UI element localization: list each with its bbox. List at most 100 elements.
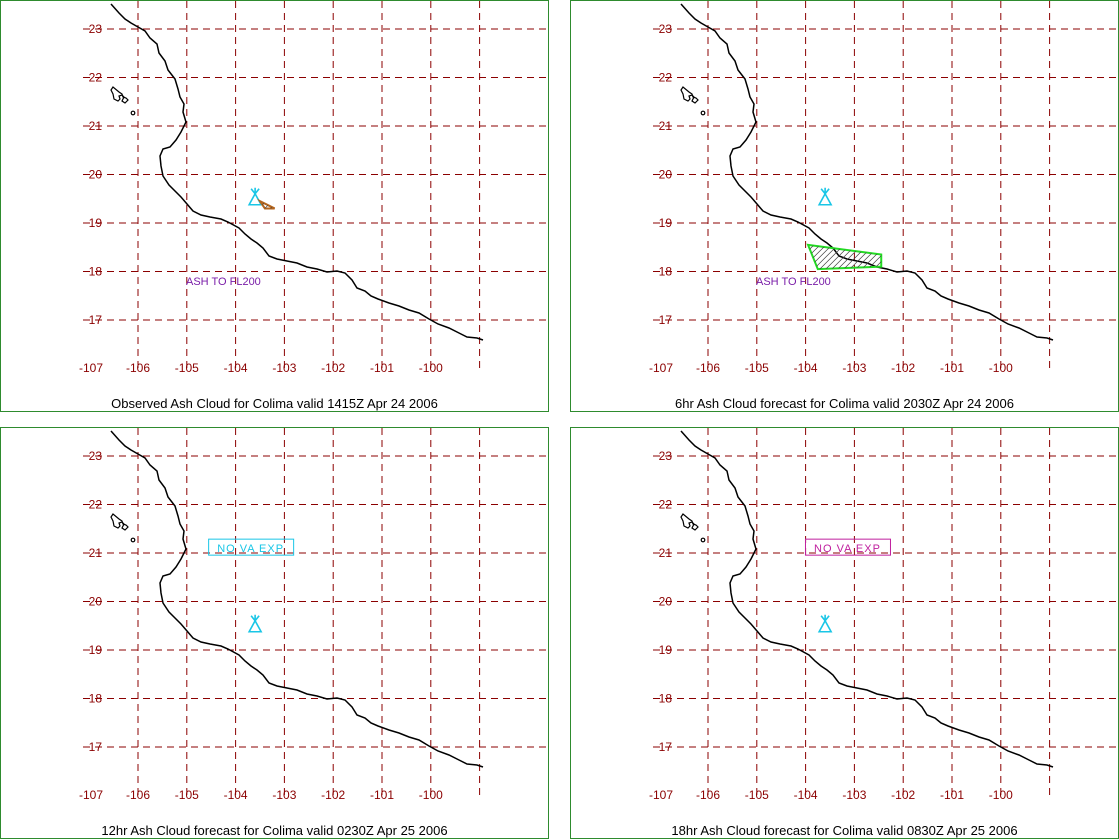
longitude-tick-label: -103 [842,361,866,375]
latitude-tick-label: 20 [89,168,103,182]
longitude-tick-label: -106 [696,788,720,802]
panel-caption: Observed Ash Cloud for Colima valid 1415… [111,396,438,411]
longitude-tick-label: -100 [989,361,1013,375]
latitude-tick-label: 22 [659,498,673,512]
panel-caption: 18hr Ash Cloud forecast for Colima valid… [671,823,1018,838]
no-va-label-box [208,538,295,556]
map-panel-18hr-forecast: 23 22 21 20 19 18 17 -107 -106 -105 -104 -103 -102 -1… [570,427,1119,839]
ash-height-label: ASH TO FL200 [186,276,261,288]
longitude-tick-label: -103 [272,361,296,375]
longitude-tick-label: -107 [79,361,103,375]
lat-lon-grid [653,428,1119,799]
latitude-tick-label: 20 [659,168,673,182]
longitude-tick-label: -105 [745,788,769,802]
no-va-label-box [804,538,891,556]
latitude-tick-label: 19 [89,216,103,230]
latitude-tick-label: 18 [659,692,673,706]
latitude-tick-label: 21 [89,119,103,133]
longitude-tick-label: -102 [321,361,345,375]
longitude-tick-label: -107 [79,788,103,802]
latitude-tick-label: 18 [659,265,673,279]
latitude-tick-label: 21 [659,546,673,560]
latitude-tick-label: 17 [89,740,103,754]
island-outline [110,86,129,104]
latitude-tick-label: 22 [89,498,103,512]
longitude-tick-label: -101 [370,361,394,375]
longitude-tick-label: -101 [940,361,964,375]
panel-caption: 6hr Ash Cloud forecast for Colima valid … [675,396,1014,411]
island-outline [700,110,706,116]
lat-lon-grid [653,1,1119,372]
longitude-tick-label: -102 [891,361,915,375]
longitude-tick-label: -105 [175,361,199,375]
map-panel-12hr-forecast: 23 22 21 20 19 18 17 -107 -106 -105 -104 -103 -102 -1… [0,427,549,839]
latitude-tick-label: 19 [659,643,673,657]
longitude-tick-label: -103 [272,788,296,802]
ash-cloud-polygon [257,198,276,210]
longitude-tick-label: -100 [419,788,443,802]
map-panel-6hr-forecast: 23 22 21 20 19 18 17 -107 -106 -105 -104 -103 -102 -1… [570,0,1119,412]
latitude-tick-label: 18 [89,692,103,706]
island-outline [130,110,136,116]
coastline [110,430,484,768]
latitude-tick-label: 20 [89,595,103,609]
longitude-tick-label: -103 [842,788,866,802]
map-canvas: 23 22 21 20 19 18 17 -107 -106 -105 -104 -103 -102 -1… [79,428,549,802]
longitude-tick-label: -106 [696,361,720,375]
coastline [680,3,1054,341]
longitude-tick-label: -104 [794,788,818,802]
longitude-tick-label: -104 [794,361,818,375]
latitude-tick-label: 23 [89,449,103,463]
latitude-tick-label: 23 [659,22,673,36]
longitude-tick-label: -104 [224,361,248,375]
no-va-label: NO VA EXP [814,543,881,555]
longitude-tick-label: -102 [891,788,915,802]
longitude-tick-label: -105 [175,788,199,802]
island-outline [130,537,136,543]
latitude-tick-label: 23 [89,22,103,36]
latitude-tick-label: 21 [659,119,673,133]
latitude-tick-label: 18 [89,265,103,279]
longitude-tick-label: -101 [370,788,394,802]
island-outline [680,513,699,531]
longitude-tick-label: -102 [321,788,345,802]
longitude-tick-label: -100 [989,788,1013,802]
longitude-tick-label: -104 [224,788,248,802]
latitude-tick-label: 19 [659,216,673,230]
ash-height-label: ASH TO FL200 [756,276,831,288]
map-canvas: 23 22 21 20 19 18 17 -107 -106 -105 -104 -103 -102 -1… [649,1,1119,375]
longitude-tick-label: -106 [126,788,150,802]
volcano-icon [247,187,263,206]
map-canvas: 23 22 21 20 19 18 17 -107 -106 -105 -104 -103 -102 -1… [649,428,1119,802]
longitude-tick-label: -107 [649,361,673,375]
map-panel-observed: 23 22 21 20 19 18 17 -107 -106 -105 -104 -103 -102 -1… [0,0,549,412]
map-canvas: 23 22 21 20 19 18 17 -107 -106 -105 -104 -103 -102 -1… [79,1,549,375]
lat-lon-grid [83,428,549,799]
no-va-label: NO VA EXP [217,543,284,555]
coastline [680,430,1054,768]
island-outline [700,537,706,543]
ash-cloud-polygon [806,243,883,271]
latitude-tick-label: 20 [659,595,673,609]
latitude-tick-label: 21 [89,546,103,560]
coastline [110,3,484,341]
latitude-tick-label: 17 [659,313,673,327]
latitude-tick-label: 23 [659,449,673,463]
volcano-icon [817,614,833,633]
longitude-tick-label: -107 [649,788,673,802]
island-outline [110,513,129,531]
latitude-tick-label: 17 [89,313,103,327]
volcano-icon [817,187,833,206]
latitude-tick-label: 22 [89,71,103,85]
island-outline [680,86,699,104]
panel-caption: 12hr Ash Cloud forecast for Colima valid… [101,823,448,838]
longitude-tick-label: -105 [745,361,769,375]
longitude-tick-label: -106 [126,361,150,375]
volcano-icon [247,614,263,633]
longitude-tick-label: -101 [940,788,964,802]
latitude-tick-label: 19 [89,643,103,657]
longitude-tick-label: -100 [419,361,443,375]
latitude-tick-label: 22 [659,71,673,85]
latitude-tick-label: 17 [659,740,673,754]
lat-lon-grid [83,1,549,372]
